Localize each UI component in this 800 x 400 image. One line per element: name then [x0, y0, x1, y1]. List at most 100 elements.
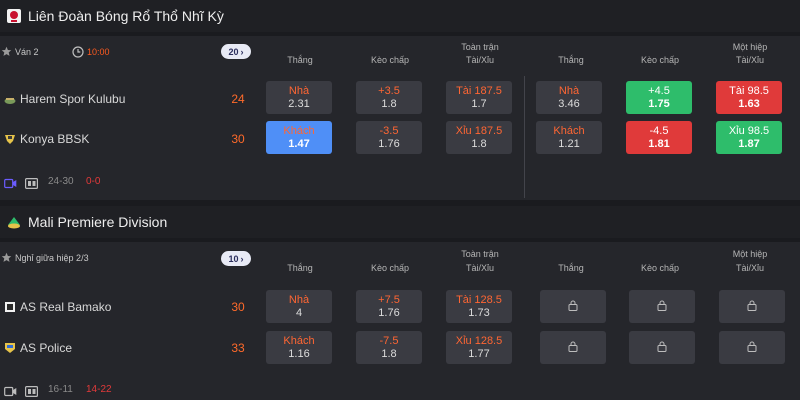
odds-label: -4.5 — [649, 124, 669, 137]
team-logo-icon — [4, 93, 16, 105]
odds-over[interactable]: Tài 187.5 1.7 — [446, 81, 512, 114]
odds-value: 1.76 — [378, 306, 400, 319]
lock-icon — [747, 341, 757, 354]
odds-home-win[interactable]: Nhà 2.31 — [266, 81, 332, 114]
odds-away-handicap[interactable]: -3.5 1.76 — [356, 121, 422, 154]
col-label-over-under: Tài/Xỉu — [465, 263, 494, 273]
team-row: Harem Spor Kulubu 24 — [0, 84, 262, 114]
odds-label: Khách — [283, 124, 315, 137]
odds-half-away-win[interactable]: Khách 1.21 — [536, 121, 602, 154]
odds-label: Khách — [553, 124, 585, 137]
lock-icon — [747, 300, 757, 313]
odds-value: 1.77 — [468, 347, 490, 360]
odds-half-over[interactable]: Tài 98.5 1.63 — [716, 81, 782, 114]
match-status: Ván 2 — [15, 47, 39, 57]
league-header[interactable]: Liên Đoàn Bóng Rổ Thổ Nhĩ Kỳ — [0, 0, 800, 32]
odds-value: 1.76 — [378, 137, 400, 150]
star-icon[interactable] — [1, 250, 12, 262]
chevron-right-icon: › — [240, 46, 244, 57]
odds-locked — [540, 331, 606, 364]
team-name: AS Police — [20, 341, 73, 355]
odds-home-handicap[interactable]: +7.5 1.76 — [356, 290, 422, 323]
odds-value: 4 — [295, 306, 303, 319]
odds-label: Tài 187.5 — [456, 84, 502, 97]
match-footer: 16-11 14-22 — [0, 382, 262, 398]
col-label-half-title: Một hiệp — [732, 249, 768, 259]
col-label-full-match: Toàn trận — [461, 42, 499, 52]
odds-label: Tài 128.5 — [456, 293, 502, 306]
video-icon[interactable] — [4, 384, 17, 397]
odds-locked — [629, 290, 695, 323]
odds-label: Tài 98.5 — [729, 84, 769, 97]
odds-half-home-handicap[interactable]: +4.5 1.75 — [626, 81, 692, 114]
lock-icon — [568, 341, 578, 354]
odds-label: +3.5 — [378, 84, 400, 97]
red-score: 0-0 — [86, 176, 101, 187]
col-label-half-handicap: Kèo chấp — [640, 263, 680, 273]
odds-value: 1.73 — [468, 306, 490, 319]
col-label-half-win: Thắng — [558, 55, 584, 65]
odds-over[interactable]: Tài 128.5 1.73 — [446, 290, 512, 323]
team-logo-icon — [4, 132, 16, 144]
odds-value: 1.16 — [288, 347, 310, 360]
markets-count: 10 — [228, 253, 239, 264]
odds-under[interactable]: Xỉu 128.5 1.77 — [446, 331, 512, 364]
odds-label: +4.5 — [648, 84, 670, 97]
odds-away-handicap[interactable]: -7.5 1.8 — [356, 331, 422, 364]
odds-label: Xỉu 187.5 — [455, 124, 503, 137]
match-time: 10:00 — [87, 47, 110, 57]
odds-value: 1.8 — [471, 137, 487, 150]
odds-value: 1.47 — [288, 137, 310, 150]
odds-label: -7.5 — [379, 334, 399, 347]
lock-icon — [657, 300, 667, 313]
odds-label: Nhà — [558, 84, 580, 97]
odds-label: Nhà — [288, 293, 310, 306]
odds-label: Nhà — [288, 84, 310, 97]
chevron-right-icon: › — [240, 253, 244, 264]
scoreboard-icon[interactable] — [25, 176, 39, 190]
odds-value: 3.46 — [558, 97, 580, 110]
odds-half-home-win[interactable]: Nhà 3.46 — [536, 81, 602, 114]
red-score: 14-22 — [86, 384, 112, 395]
lock-icon — [657, 341, 667, 354]
team-score: 24 — [231, 92, 245, 106]
odds-half-away-handicap[interactable]: -4.5 1.81 — [626, 121, 692, 154]
col-label-handicap: Kèo chấp — [370, 263, 410, 273]
league-logo-icon — [6, 8, 22, 24]
odds-value: 1.63 — [738, 97, 760, 110]
league-title: Liên Đoàn Bóng Rổ Thổ Nhĩ Kỳ — [28, 8, 224, 24]
odds-value: 1.87 — [738, 137, 760, 150]
team-score: 30 — [231, 300, 245, 314]
star-icon[interactable] — [1, 44, 12, 56]
team-score: 33 — [231, 341, 245, 355]
odds-locked — [719, 290, 785, 323]
more-markets-badge[interactable]: 20 › — [221, 44, 251, 59]
col-label-half-handicap: Kèo chấp — [640, 55, 680, 65]
video-icon[interactable] — [4, 176, 17, 189]
odds-away-win[interactable]: Khách 1.47 — [266, 121, 332, 154]
col-label-win: Thắng — [287, 263, 313, 273]
odds-value: 1.81 — [648, 137, 670, 150]
team-name: Konya BBSK — [20, 132, 90, 146]
team-row: AS Police 33 — [0, 333, 262, 363]
odds-home-handicap[interactable]: +3.5 1.8 — [356, 81, 422, 114]
col-label-full-match: Toàn trận — [461, 249, 499, 259]
team-logo-icon — [4, 300, 16, 312]
odds-away-win[interactable]: Khách 1.16 — [266, 331, 332, 364]
odds-home-win[interactable]: Nhà 4 — [266, 290, 332, 323]
match-card: Ván 2 10:00 20 › Thắng Kèo chấp Toàn trậ… — [0, 36, 800, 200]
col-label-half-over-under: Tài/Xỉu — [735, 263, 764, 273]
odds-value: 1.8 — [381, 97, 397, 110]
team-row: AS Real Bamako 30 — [0, 292, 262, 322]
odds-half-under[interactable]: Xỉu 98.5 1.87 — [716, 121, 782, 154]
odds-label: -3.5 — [379, 124, 399, 137]
odds-under[interactable]: Xỉu 187.5 1.8 — [446, 121, 512, 154]
scoreboard-icon[interactable] — [25, 384, 39, 398]
league-header[interactable]: Mali Premiere Division — [0, 206, 800, 238]
half-divider — [524, 76, 525, 196]
col-label-over-under: Tài/Xỉu — [465, 55, 494, 65]
odds-label: Xỉu 128.5 — [455, 334, 503, 347]
more-markets-badge[interactable]: 10 › — [221, 251, 251, 266]
odds-value: 1.21 — [558, 137, 580, 150]
col-label-half-win: Thắng — [558, 263, 584, 273]
